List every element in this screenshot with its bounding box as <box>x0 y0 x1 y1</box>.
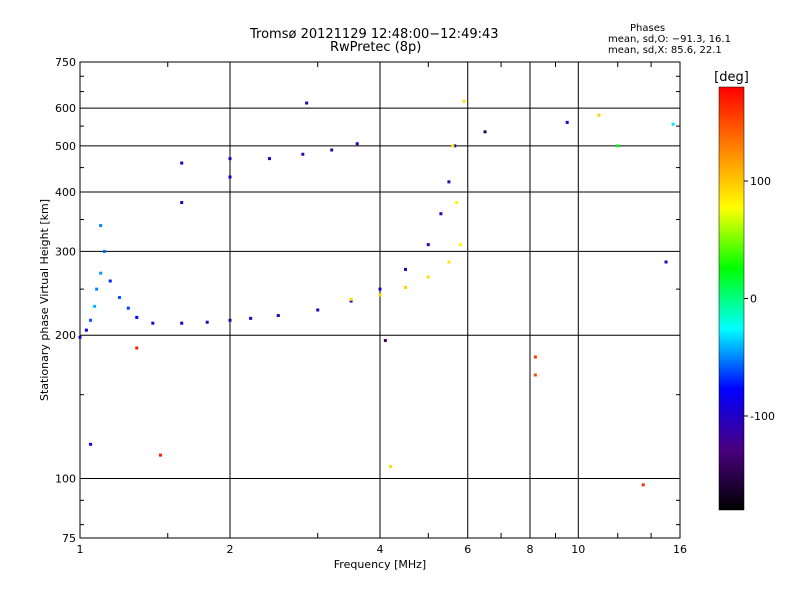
stats-x-mode: mean, sd,X: 85.6, 22.1 <box>608 45 722 56</box>
data-point <box>180 201 184 205</box>
data-point <box>316 308 320 312</box>
data-point <box>403 285 407 289</box>
data-point <box>108 279 112 283</box>
data-point <box>228 175 232 179</box>
x-tick-label: 4 <box>377 543 384 556</box>
data-point <box>453 144 457 148</box>
y-tick-label: 75 <box>62 532 76 545</box>
data-point <box>305 101 309 105</box>
data-point <box>426 275 430 279</box>
x-axis-label: Frequency [MHz] <box>334 558 426 571</box>
x-tick-label: 16 <box>673 543 687 556</box>
data-point <box>99 224 103 228</box>
data-point <box>349 297 353 301</box>
data-point <box>403 267 407 271</box>
data-point <box>355 142 359 146</box>
x-tick-label: 2 <box>227 543 234 556</box>
data-point <box>349 299 353 303</box>
data-point <box>641 483 645 487</box>
y-tick-label: 600 <box>55 102 76 115</box>
colorbar-title: [deg] <box>714 70 749 85</box>
data-point <box>78 335 82 339</box>
grid <box>79 61 681 539</box>
data-point <box>458 243 462 247</box>
colorbar-tick-label: 0 <box>750 293 757 306</box>
data-point <box>158 453 162 457</box>
data-point <box>135 315 139 319</box>
x-tick-label: 6 <box>464 543 471 556</box>
data-point <box>126 306 130 310</box>
chart-title: Tromsø 20121129 12:48:00−12:49:43 <box>250 27 499 42</box>
data-point <box>180 321 184 325</box>
axis-ticks: 1 2 4 6 8 10 16 75 100 200 300 400 500 600 750 <box>55 56 687 556</box>
data-point <box>389 464 393 468</box>
data-point <box>451 144 455 148</box>
data-point <box>383 338 387 342</box>
stats-o-mode: mean, sd,O: −91.3, 16.1 <box>608 34 731 45</box>
y-tick-label: 500 <box>55 140 76 153</box>
data-point <box>135 346 139 350</box>
y-tick-label: 200 <box>55 329 76 342</box>
data-point <box>447 180 451 184</box>
data-point <box>330 148 334 152</box>
data-point <box>483 130 487 134</box>
data-point <box>301 152 305 156</box>
data-point <box>447 260 451 264</box>
y-tick-label: 750 <box>55 56 76 69</box>
data-point <box>84 328 88 332</box>
data-point <box>117 296 121 300</box>
data-point <box>95 287 99 291</box>
data-point <box>671 122 675 126</box>
data-point <box>151 321 155 325</box>
y-tick-label: 300 <box>55 245 76 258</box>
data-point <box>533 373 537 377</box>
data-point <box>378 287 382 291</box>
data-point <box>439 212 443 216</box>
data-point <box>205 320 209 324</box>
data-point <box>533 355 537 359</box>
data-point <box>462 99 466 103</box>
stats-heading: Phases <box>630 23 666 34</box>
data-point <box>228 318 232 322</box>
colorbar-ticks: 100 0 -100 <box>744 175 775 423</box>
y-axis-label: Stationary phase Virtual Height [km] <box>38 199 51 401</box>
chart-subtitle: RwPretec (8p) <box>330 40 422 55</box>
data-point <box>228 157 232 161</box>
data-point <box>664 260 668 264</box>
data-point <box>426 243 430 247</box>
data-point <box>99 271 103 275</box>
colorbar <box>718 86 745 511</box>
data-points <box>78 99 675 487</box>
data-point <box>616 144 620 148</box>
data-point <box>89 318 93 322</box>
data-point <box>597 113 601 117</box>
x-tick-label: 8 <box>527 543 534 556</box>
data-point <box>378 293 382 297</box>
y-tick-label: 100 <box>55 473 76 486</box>
data-point <box>89 442 93 446</box>
x-tick-label: 10 <box>571 543 585 556</box>
data-point <box>249 316 253 320</box>
y-tick-label: 400 <box>55 186 76 199</box>
data-point <box>103 249 107 253</box>
data-point <box>180 161 184 165</box>
colorbar-tick-label: 100 <box>750 175 771 188</box>
x-tick-label: 1 <box>77 543 84 556</box>
data-point <box>276 314 280 318</box>
data-point <box>565 120 569 124</box>
data-point <box>455 201 459 205</box>
data-point <box>267 157 271 161</box>
colorbar-tick-label: -100 <box>750 410 775 423</box>
data-point <box>93 304 97 308</box>
